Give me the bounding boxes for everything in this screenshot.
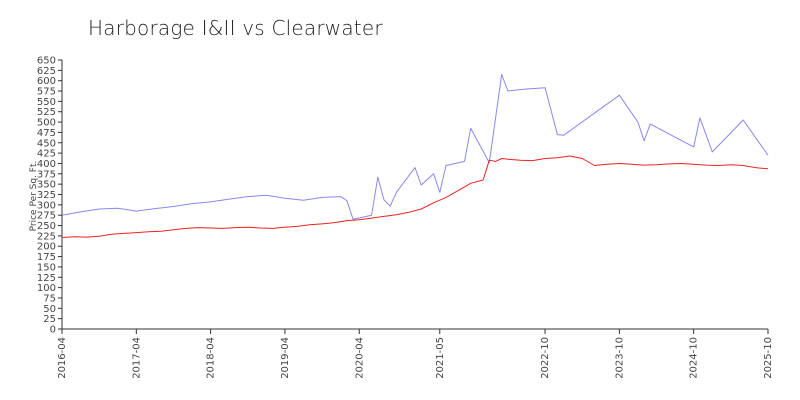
y-tick-label: 50 — [43, 304, 56, 315]
y-tick-label: 175 — [37, 252, 56, 263]
y-tick-label: 25 — [43, 314, 56, 325]
y-tick-label: 400 — [37, 159, 56, 170]
series-layer — [61, 74, 769, 238]
y-tick-label: 600 — [37, 76, 56, 87]
series-line-1 — [61, 74, 769, 220]
y-tick-label: 650 — [37, 56, 56, 67]
x-tick-label: 2025-10 — [763, 337, 774, 379]
y-tick-label: 375 — [37, 169, 56, 180]
y-axis-title: Price Per Sq. Ft. — [29, 161, 39, 232]
y-tick-label: 525 — [37, 107, 56, 118]
y-tick-label: 275 — [37, 211, 56, 222]
y-tick-label: 575 — [37, 87, 56, 98]
chart-title: Harborage I&II vs Clearwater — [88, 16, 383, 40]
y-tick-label: 150 — [37, 262, 56, 273]
x-tick-label: 2017-04 — [131, 337, 142, 379]
y-tick-label: 225 — [37, 231, 56, 242]
y-tick-label: 0 — [50, 325, 56, 336]
x-tick-label: 2023-10 — [614, 337, 625, 379]
axes: 0255075100125150175200225250275300325350… — [37, 56, 774, 379]
y-tick-label: 125 — [37, 273, 56, 284]
y-tick-label: 425 — [37, 149, 56, 160]
y-tick-label: 625 — [37, 66, 56, 77]
x-tick-label: 2024-10 — [689, 337, 700, 379]
series-line-2 — [61, 155, 769, 238]
y-tick-label: 550 — [37, 97, 56, 108]
y-tick-label: 475 — [37, 128, 56, 139]
x-tick-label: 2018-04 — [206, 337, 217, 379]
y-tick-label: 325 — [37, 190, 56, 201]
y-tick-label: 300 — [37, 200, 56, 211]
x-tick-label: 2022-10 — [540, 337, 551, 379]
y-tick-label: 200 — [37, 242, 56, 253]
y-tick-label: 450 — [37, 138, 56, 149]
y-tick-label: 500 — [37, 118, 56, 129]
y-tick-label: 75 — [43, 293, 56, 304]
x-tick-label: 2020-04 — [354, 337, 365, 379]
x-tick-label: 2019-04 — [280, 337, 291, 379]
y-tick-label: 350 — [37, 180, 56, 191]
y-tick-label: 100 — [37, 283, 56, 294]
x-tick-label: 2021-05 — [435, 337, 446, 379]
x-tick-label: 2016-04 — [57, 337, 68, 379]
y-tick-label: 250 — [37, 221, 56, 232]
